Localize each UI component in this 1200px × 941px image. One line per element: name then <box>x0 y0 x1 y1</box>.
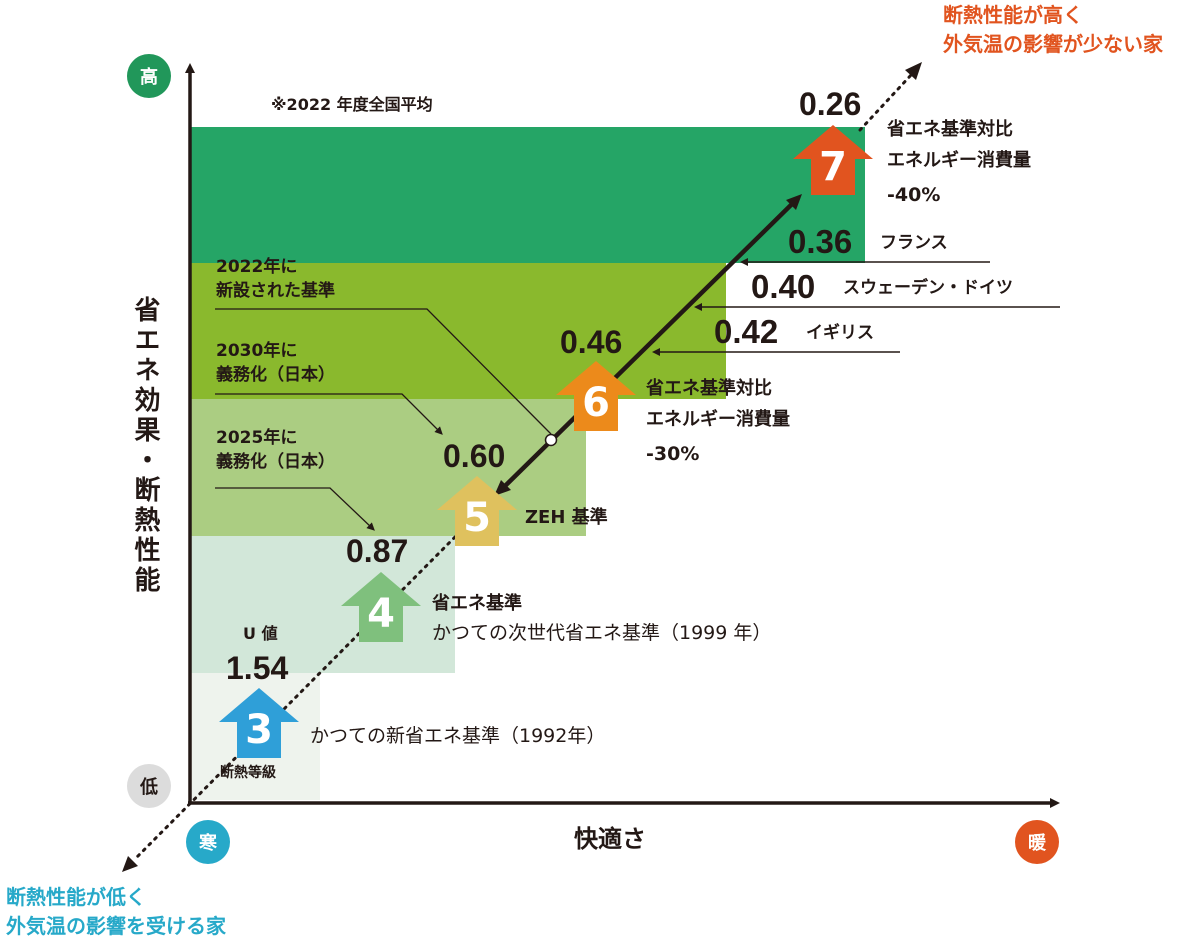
diagonal-dotted-upper <box>858 72 914 132</box>
grade6-house: 6 <box>556 361 636 431</box>
callout-line-2030 <box>215 393 443 435</box>
callout-line-2022 <box>215 308 552 435</box>
callout-2025-line1: 2025年に <box>216 428 298 448</box>
diagonal-solid-arrow-down <box>494 480 511 496</box>
callout-2030-line1: 2030年に <box>216 341 298 361</box>
band-grade5 <box>190 399 586 536</box>
u-value-grade7: 0.26 <box>799 86 862 122</box>
title-low-line2: 外気温の影響を受ける家 <box>6 914 226 938</box>
diagonal-dotted-lower <box>132 535 457 862</box>
diagonal-solid-arrow-up <box>786 194 802 210</box>
grade3-number: 3 <box>245 707 273 753</box>
house-shape-grade6 <box>556 361 636 431</box>
warm-badge: 暖 <box>1015 820 1059 864</box>
y-axis-label: 省エネ効果・断熱性能 <box>130 296 160 596</box>
grade7-description-line2: エネルギー消費量 <box>887 150 1031 171</box>
house-shape-grade7 <box>793 125 873 195</box>
cold-badge: 寒 <box>186 820 230 864</box>
u-value-grade4: 0.87 <box>346 533 409 569</box>
callout-2030-line2: 義務化（日本） <box>216 365 335 385</box>
u-value-grade5: 0.60 <box>443 438 506 474</box>
grade4-description-line1: 省エネ基準 <box>432 593 522 614</box>
house-shape-grade4 <box>341 572 421 642</box>
grade6-number: 6 <box>582 380 610 426</box>
new-standard-marker <box>544 433 558 447</box>
grade4-number: 4 <box>367 591 395 637</box>
grade7-house: 7 <box>793 125 873 195</box>
country-name-uk: イギリス <box>806 323 874 343</box>
grade7-description-line1: 省エネ基準対比 <box>887 119 1013 140</box>
country-name-france: フランス <box>880 233 948 253</box>
grade6-description-line2: エネルギー消費量 <box>646 409 790 430</box>
title-high-line1: 断熱性能が高く <box>943 3 1083 27</box>
grade3-house: 3 <box>219 688 299 758</box>
grade4-description-line2: かつての次世代省エネ基準（1999 年） <box>432 622 772 644</box>
band-grade6 <box>190 263 726 399</box>
diagonal-arrow-upper <box>905 62 922 80</box>
grade7-number: 7 <box>819 144 847 190</box>
low-badge: 低 <box>127 764 171 808</box>
u-value-label: U 値 <box>243 624 278 643</box>
callout-2025-line2: 義務化（日本） <box>216 452 335 472</box>
country-value-france: 0.36 <box>788 223 853 260</box>
grade-label: 断熱等級 <box>220 765 276 781</box>
grade7-description-line3: -40% <box>887 184 941 206</box>
title-high-line2: 外気温の影響が少ない家 <box>943 32 1163 56</box>
national-average-note: ※2022 年度全国平均 <box>271 95 433 114</box>
band-grade7 <box>190 127 865 263</box>
grade5-description: ZEH 基準 <box>525 507 608 528</box>
callout-2022-line1: 2022年に <box>216 257 298 277</box>
callout-line-2025 <box>215 487 375 531</box>
callout-2022-line2: 新設された基準 <box>216 281 335 301</box>
grade3-description: かつての新省エネ基準（1992年） <box>310 725 606 747</box>
x-axis-label: 快適さ <box>574 825 646 853</box>
title-low-line1: 断熱性能が低く <box>6 885 146 909</box>
grade5-house: 5 <box>437 476 517 546</box>
country-name-sweden-germany: スウェーデン・ドイツ <box>843 278 1013 298</box>
grade6-description-line1: 省エネ基準対比 <box>646 378 772 399</box>
high-badge: 高 <box>127 54 171 98</box>
grade6-description-line3: -30% <box>646 443 700 465</box>
grade4-house: 4 <box>341 572 421 642</box>
u-value-grade3: 1.54 <box>226 650 289 686</box>
country-value-uk: 0.42 <box>714 313 779 350</box>
country-value-sweden-germany: 0.40 <box>751 268 816 305</box>
house-shape-grade3 <box>219 688 299 758</box>
u-value-grade6: 0.46 <box>560 324 623 360</box>
diagonal-arrow-lower <box>122 856 138 872</box>
house-shape-grade5 <box>437 476 517 546</box>
grade5-number: 5 <box>463 495 491 541</box>
